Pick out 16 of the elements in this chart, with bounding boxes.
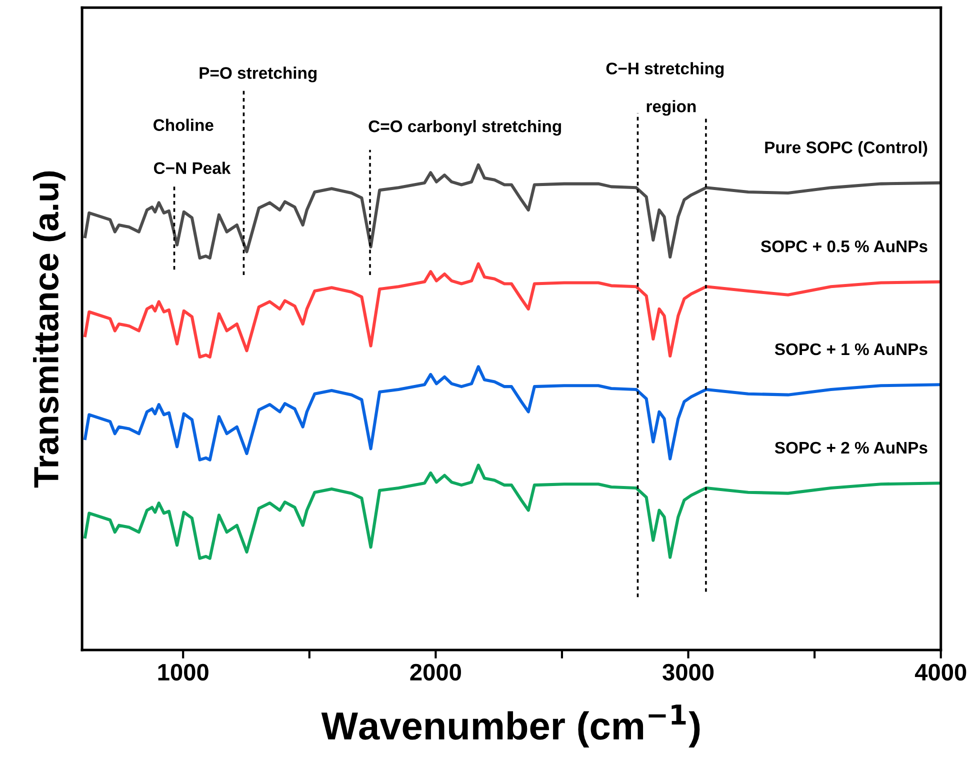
text: Choline	[154, 118, 214, 131]
x-tick-label: 2000	[410, 664, 461, 681]
text: P=O stretching	[200, 66, 317, 82]
text: C−H stretching	[606, 62, 724, 78]
x-tick-label: 1000	[158, 664, 208, 681]
series-label: SOPC + 1 % AuNPs	[774, 343, 928, 356]
y-axis-title: Transmittance (a.u)	[33, 171, 66, 488]
series-label: Pure SOPC (Control)	[765, 141, 928, 157]
text: region	[646, 100, 696, 116]
x-axis-title: Wavenumber (cm$^{−1}$)	[321, 704, 700, 748]
series-label: SOPC + 0.5 % AuNPs	[760, 240, 928, 252]
series-label: SOPC + 2 % AuNPs	[774, 442, 928, 454]
text: C=O carbonyl stretching	[368, 120, 561, 136]
annotation: C−N Peak	[154, 162, 231, 174]
x-tick-label: 3000	[662, 664, 714, 681]
x-tick-label: 4000	[914, 664, 966, 681]
